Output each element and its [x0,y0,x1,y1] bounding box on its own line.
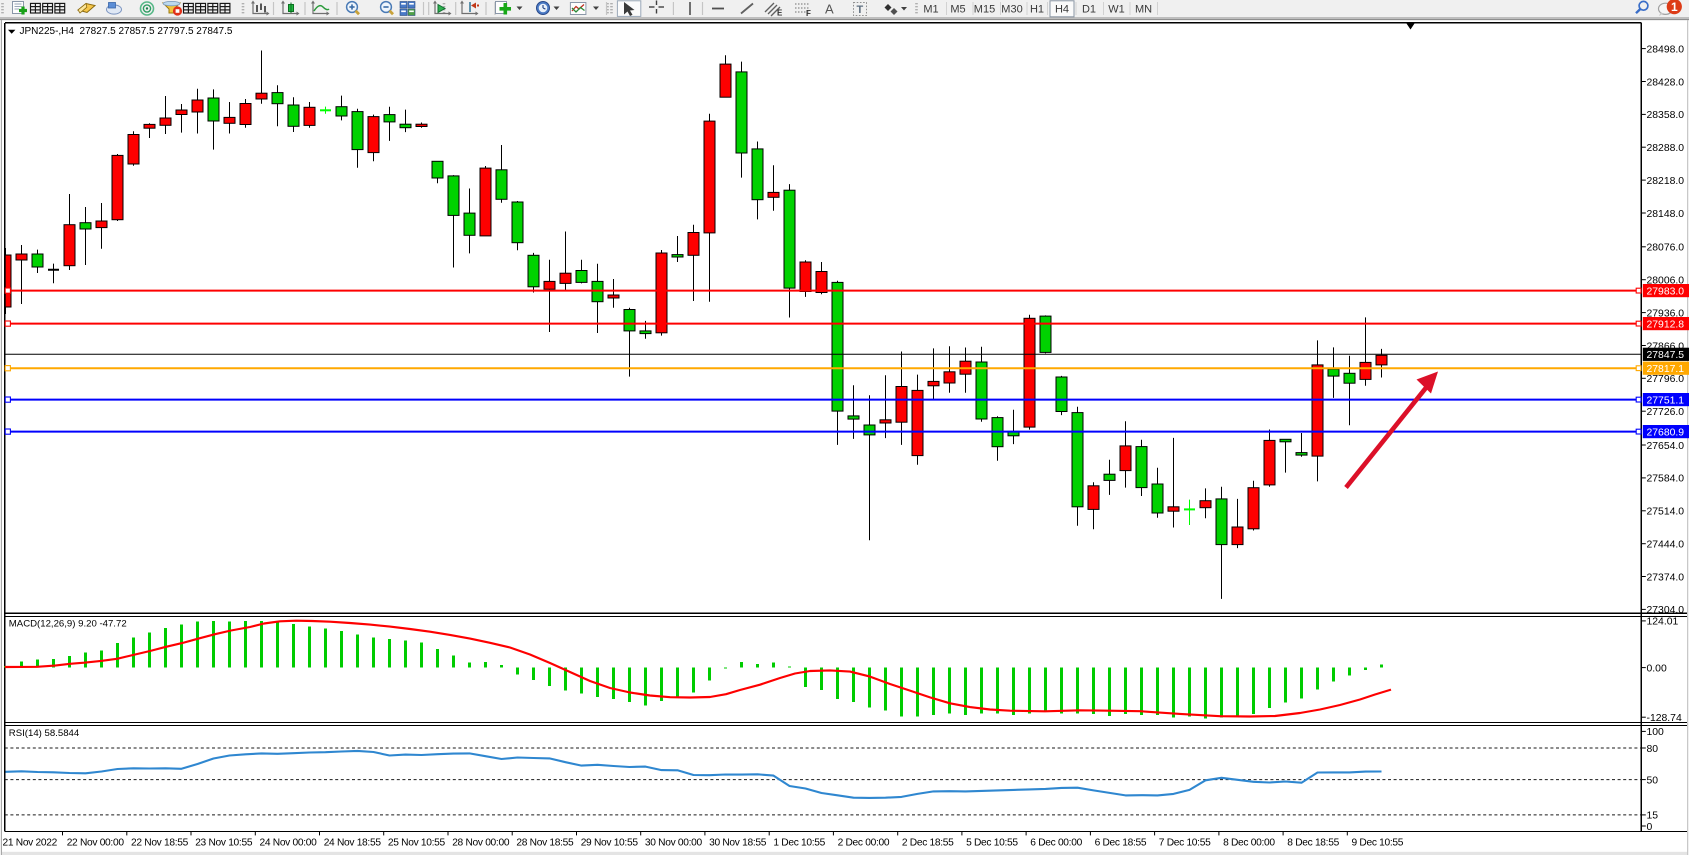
svg-text:28 Nov 00:00: 28 Nov 00:00 [452,838,510,849]
svg-text:-128.74: -128.74 [1647,713,1682,724]
svg-text:MN: MN [1135,4,1152,16]
svg-text:RSI(14) 58.5844: RSI(14) 58.5844 [9,728,80,739]
svg-text:E: E [777,9,783,18]
svg-text:M30: M30 [1001,4,1022,16]
svg-text:27514.0: 27514.0 [1647,507,1685,518]
svg-text:A: A [825,2,834,17]
svg-text:0: 0 [1647,822,1653,833]
svg-text:28076.0: 28076.0 [1647,243,1685,254]
svg-text:28358.0: 28358.0 [1647,110,1685,121]
svg-text:21 Nov 2022: 21 Nov 2022 [3,838,58,849]
svg-text:2 Dec 00:00: 2 Dec 00:00 [838,838,890,849]
svg-text:28006.0: 28006.0 [1647,276,1685,287]
svg-text:24 Nov 18:55: 24 Nov 18:55 [324,838,382,849]
svg-text:27304.0: 27304.0 [1647,605,1685,616]
svg-text:80: 80 [1647,744,1659,755]
svg-text:124.01: 124.01 [1647,617,1679,628]
svg-text:50: 50 [1647,775,1659,786]
svg-text:28428.0: 28428.0 [1647,77,1685,88]
svg-text:2 Dec 18:55: 2 Dec 18:55 [902,838,954,849]
svg-text:1 Dec 10:55: 1 Dec 10:55 [773,838,825,849]
svg-text:MACD(12,26,9) 9.20 -47.72: MACD(12,26,9) 9.20 -47.72 [9,618,127,629]
svg-text:6 Dec 00:00: 6 Dec 00:00 [1030,838,1082,849]
svg-text:28148.0: 28148.0 [1647,209,1685,220]
svg-text:7 Dec 10:55: 7 Dec 10:55 [1159,838,1211,849]
svg-text:30 Nov 00:00: 30 Nov 00:00 [645,838,703,849]
svg-text:T: T [857,4,864,16]
svg-text:27817.1: 27817.1 [1647,364,1685,375]
svg-text:5 Dec 10:55: 5 Dec 10:55 [966,838,1018,849]
svg-text:H4: H4 [1055,4,1069,16]
svg-text:28 Nov 18:55: 28 Nov 18:55 [516,838,574,849]
svg-text:29 Nov 10:55: 29 Nov 10:55 [581,838,639,849]
svg-text:0.00: 0.00 [1647,663,1667,674]
svg-text:H1: H1 [1030,4,1044,16]
svg-text:M15: M15 [974,4,995,16]
svg-text:F: F [806,9,811,18]
svg-text:27983.0: 27983.0 [1647,287,1685,298]
svg-text:D1: D1 [1082,4,1096,16]
svg-text:9 Dec 10:55: 9 Dec 10:55 [1352,838,1404,849]
svg-text:27751.1: 27751.1 [1647,396,1685,407]
svg-text:23 Nov 10:55: 23 Nov 10:55 [195,838,253,849]
svg-text:27912.8: 27912.8 [1647,320,1685,331]
svg-text:27584.0: 27584.0 [1647,474,1685,485]
svg-text:22 Nov 18:55: 22 Nov 18:55 [131,838,189,849]
svg-text:28218.0: 28218.0 [1647,176,1685,187]
svg-text:8 Dec 00:00: 8 Dec 00:00 [1223,838,1275,849]
svg-text:JPN225-,H4 27827.5 27857.5 27: JPN225-,H4 27827.5 27857.5 27797.5 27847… [20,26,233,37]
svg-text:6 Dec 18:55: 6 Dec 18:55 [1095,838,1147,849]
svg-text:100: 100 [1647,727,1665,738]
svg-text:1: 1 [1671,0,1678,14]
svg-text:28288.0: 28288.0 [1647,143,1685,154]
svg-text:27654.0: 27654.0 [1647,441,1685,452]
svg-text:27847.5: 27847.5 [1647,350,1685,361]
svg-text:27796.0: 27796.0 [1647,374,1685,385]
svg-text:30 Nov 18:55: 30 Nov 18:55 [709,838,767,849]
svg-text:27374.0: 27374.0 [1647,572,1685,583]
svg-text:22 Nov 00:00: 22 Nov 00:00 [67,838,125,849]
svg-text:25 Nov 10:55: 25 Nov 10:55 [388,838,446,849]
svg-text:27444.0: 27444.0 [1647,540,1685,551]
svg-text:28498.0: 28498.0 [1647,44,1685,55]
svg-text:24 Nov 00:00: 24 Nov 00:00 [260,838,318,849]
svg-text:27936.0: 27936.0 [1647,308,1685,319]
svg-text:15: 15 [1647,811,1659,822]
svg-text:27726.0: 27726.0 [1647,407,1685,418]
svg-text:M1: M1 [923,4,938,16]
svg-text:8 Dec 18:55: 8 Dec 18:55 [1287,838,1339,849]
svg-text:W1: W1 [1108,4,1125,16]
svg-text:27866.0: 27866.0 [1647,341,1685,352]
svg-text:M5: M5 [950,4,965,16]
svg-text:27680.9: 27680.9 [1647,428,1685,439]
